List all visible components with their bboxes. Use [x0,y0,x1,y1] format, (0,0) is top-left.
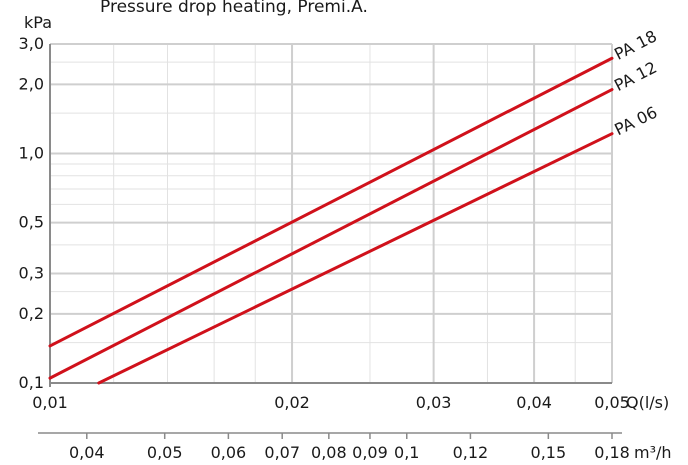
x-axis-unit: Q(l/s) [626,393,669,412]
axes [38,44,622,439]
secondary-x-tick-label: 0,05 [147,443,183,462]
minor-grid [50,44,612,383]
secondary-x-tick-label: 0,15 [531,443,567,462]
y-tick-label: 0,5 [19,213,44,232]
secondary-x-tick-label: 0,04 [69,443,105,462]
y-tick-label: 0,2 [19,304,44,323]
y-tick-label: 3,0 [19,34,44,53]
secondary-x-tick-label: 0,12 [453,443,489,462]
series-label: PA 18 [611,26,660,63]
secondary-x-tick-label: 0,06 [211,443,247,462]
chart-title: Pressure drop heating, Premi.A. [100,0,368,17]
secondary-x-axis-unit: m³/h [634,443,672,462]
secondary-x-tick-label: 0,07 [264,443,300,462]
major-grid [49,43,613,384]
series-group [48,56,614,385]
y-tick-label: 1,0 [19,143,44,162]
secondary-x-tick-label: 0,08 [311,443,347,462]
secondary-x-tick-label: 0,1 [394,443,419,462]
x-tick-label: 0,02 [274,393,310,412]
x-tick-label: 0,03 [416,393,452,412]
x-tick-label: 0,01 [32,393,68,412]
y-tick-label: 0,3 [19,264,44,283]
series-label: PA 06 [611,103,660,140]
y-tick-label: 2,0 [19,74,44,93]
y-tick-label: 0,1 [19,373,44,392]
secondary-x-tick-label: 0,09 [352,443,388,462]
series-line [48,56,614,348]
tick-labels: 0,1 0,2 0,3 0,5 1,0 2,0 3,0 0,01 0,02 0,03 0,04 0,0… [19,26,661,462]
x-tick-label: 0,04 [516,393,552,412]
y-axis-unit: kPa [24,13,52,32]
series-line [48,88,614,380]
x-tick-label: 0,05 [594,393,630,412]
series-line [97,132,614,385]
secondary-x-tick-label: 0,18 [594,443,630,462]
